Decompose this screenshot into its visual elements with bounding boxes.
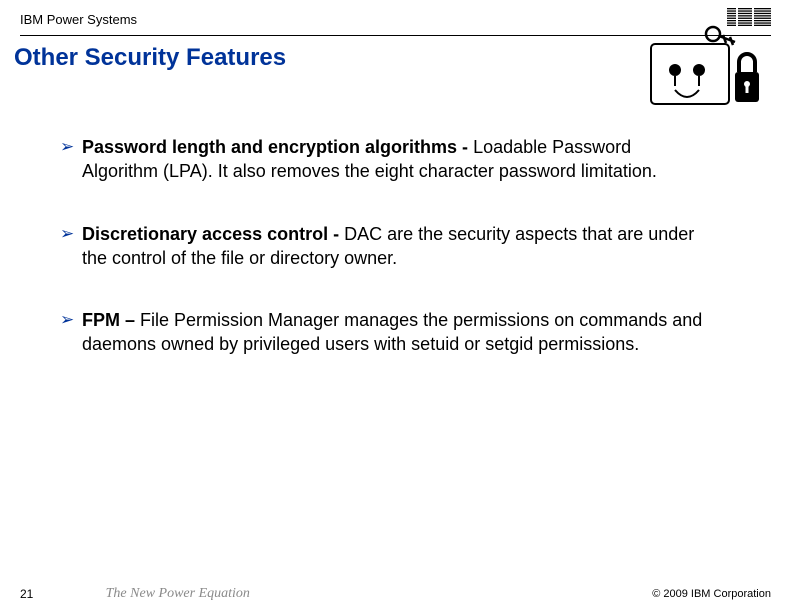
slide-content: ➢ Password length and encryption algorit… <box>0 117 791 357</box>
bullet-marker-icon: ➢ <box>60 222 82 271</box>
title-row: Other Security Features <box>0 40 791 117</box>
bullet-text: Discretionary access control - DAC are t… <box>82 222 711 271</box>
bullet-text: Password length and encryption algorithm… <box>82 135 711 184</box>
footer-copyright: © 2009 IBM Corporation <box>652 588 771 600</box>
bullet-bold: Discretionary access control - <box>82 224 344 244</box>
bullet-marker-icon: ➢ <box>60 308 82 357</box>
slide-footer: 21 The New Power Equation © 2009 IBM Cor… <box>0 586 791 602</box>
bullet-bold: FPM – <box>82 310 140 330</box>
bullet-bold: Password length and encryption algorithm… <box>82 137 473 157</box>
security-illustration-icon <box>643 22 763 117</box>
header-brand-line: IBM Power Systems <box>20 12 137 27</box>
bullet-item: ➢ Password length and encryption algorit… <box>60 135 711 184</box>
bullet-text: FPM – File Permission Manager manages th… <box>82 308 711 357</box>
page-number: 21 <box>20 587 33 601</box>
slide-title: Other Security Features <box>0 40 306 82</box>
footer-tagline: The New Power Equation <box>106 586 250 602</box>
bullet-item: ➢ Discretionary access control - DAC are… <box>60 222 711 271</box>
bullet-item: ➢ FPM – File Permission Manager manages … <box>60 308 711 357</box>
bullet-marker-icon: ➢ <box>60 135 82 184</box>
bullet-rest: File Permission Manager manages the perm… <box>82 310 702 354</box>
